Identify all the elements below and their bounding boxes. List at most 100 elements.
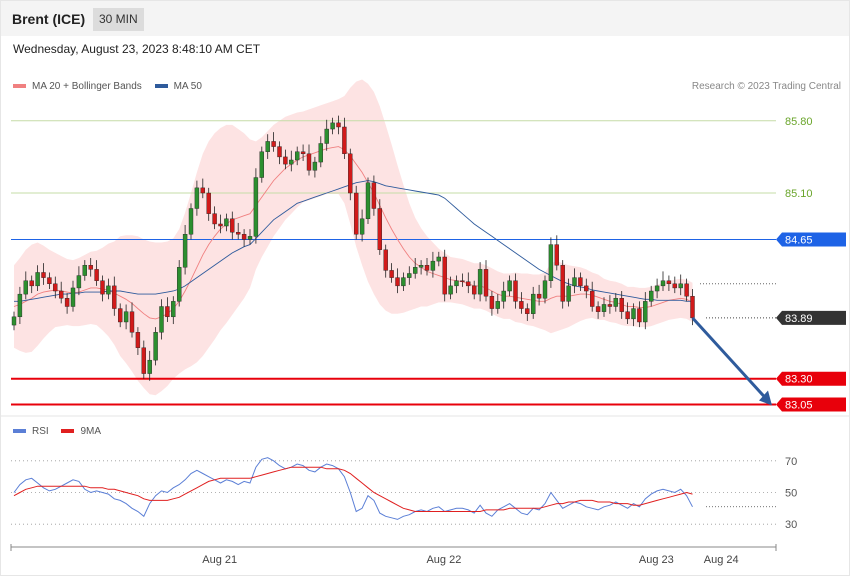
legend-item-9ma: 9MA (61, 426, 101, 437)
candle-body-81 (489, 295, 495, 309)
candle-body-36 (224, 218, 229, 227)
candle-body-74 (448, 285, 453, 295)
candle-body-9 (64, 298, 70, 307)
candle-body-71 (430, 260, 436, 271)
level-badge-3 (776, 310, 846, 325)
candle-body-53 (324, 128, 329, 144)
candle-body-23 (147, 359, 152, 374)
timeframe-badge[interactable]: 30 MIN (93, 8, 144, 31)
candle-body-39 (241, 234, 247, 240)
candle-body-45 (277, 146, 282, 158)
level-label-0: 85.80 (785, 116, 813, 128)
legend-swatch-ma20 (13, 84, 26, 89)
candle-body-47 (289, 159, 294, 165)
candle-body-35 (218, 223, 223, 227)
candle-body-4 (35, 272, 40, 287)
candle-body-82 (495, 301, 500, 309)
candle-body-98 (590, 290, 595, 307)
candle-body-0 (11, 316, 17, 326)
candle-body-43 (265, 141, 270, 152)
candle-body-14 (94, 269, 99, 281)
candle-body-75 (454, 280, 459, 287)
candle-body-24 (153, 332, 158, 361)
level-label-1: 85.10 (785, 188, 813, 200)
candle-body-113 (678, 283, 683, 289)
candle-body-85 (513, 280, 518, 302)
candle-body-115 (690, 295, 695, 319)
candle-body-30 (188, 208, 194, 235)
candle-body-59 (359, 218, 365, 235)
candle-body-112 (672, 283, 677, 289)
candle-body-107 (643, 301, 648, 323)
legend-label-ma20: MA 20 + Bollinger Bands (32, 81, 142, 92)
candle-body-54 (330, 122, 335, 130)
candle-body-55 (336, 122, 341, 128)
candle-body-38 (235, 232, 241, 235)
candle-body-96 (578, 277, 583, 287)
candle-body-31 (194, 187, 200, 209)
candle-body-103 (619, 298, 624, 312)
candle-body-111 (666, 280, 672, 285)
rsi-ref-label-1: 50 (785, 488, 797, 500)
candle-body-90 (542, 280, 548, 299)
candle-body-46 (283, 156, 288, 165)
candle-body-19 (123, 311, 129, 323)
candle-body-72 (436, 256, 441, 262)
candle-body-77 (466, 281, 471, 287)
candle-body-3 (29, 280, 34, 287)
candle-body-66 (401, 277, 406, 287)
x-tick-label-1: Aug 22 (426, 554, 461, 566)
candle-body-101 (607, 304, 613, 307)
candle-body-18 (117, 308, 123, 323)
chart-header: Brent (ICE) 30 MIN (1, 1, 849, 36)
candle-body-12 (82, 265, 88, 276)
candle-body-8 (59, 290, 64, 299)
candle-body-22 (141, 347, 147, 374)
candle-body-28 (176, 267, 182, 302)
candle-body-1 (17, 293, 23, 318)
level-badge-5 (776, 397, 846, 412)
candle-body-16 (106, 285, 111, 295)
candle-body-7 (53, 283, 58, 292)
candle-body-93 (560, 265, 565, 302)
level-label-2: 84.65 (785, 234, 813, 246)
candle-body-58 (354, 192, 359, 235)
candle-body-102 (613, 298, 618, 307)
x-tick-label-2: Aug 23 (639, 554, 674, 566)
candle-body-108 (649, 290, 654, 302)
candle-body-41 (253, 177, 259, 237)
rsi-series-1 (13, 466, 693, 512)
level-badge-2 (776, 232, 846, 247)
candle-body-44 (271, 141, 276, 147)
candle-body-29 (182, 234, 188, 268)
candle-body-65 (395, 277, 400, 287)
candle-body-88 (531, 293, 536, 314)
candle-body-104 (625, 311, 630, 320)
legend-item-ma20-bb: MA 20 + Bollinger Bands (13, 81, 145, 92)
candle-body-91 (548, 244, 554, 281)
candle-body-70 (424, 265, 430, 271)
candle-body-83 (501, 290, 506, 302)
candle-body-2 (23, 280, 28, 295)
legend-item-rsi: RSI (13, 426, 51, 437)
ma20-line (13, 146, 693, 320)
candle-body-11 (76, 275, 82, 289)
candle-body-114 (684, 283, 689, 297)
candle-body-21 (135, 332, 141, 348)
candle-body-33 (206, 192, 211, 214)
candle-body-34 (212, 213, 217, 225)
ma50-line (14, 180, 693, 302)
candle-body-106 (637, 308, 642, 323)
candle-body-49 (300, 151, 306, 155)
candle-body-87 (525, 308, 530, 314)
level-label-5: 83.05 (785, 400, 813, 412)
level-label-3: 83.89 (785, 313, 813, 325)
legend-swatch-9ma (61, 429, 75, 434)
candle-body-37 (230, 218, 235, 233)
x-tick-label-3: Aug 24 (704, 554, 739, 566)
legend-label-ma50: MA 50 (173, 81, 202, 92)
candle-body-80 (483, 269, 489, 297)
candle-body-48 (295, 151, 300, 161)
candle-body-105 (631, 308, 636, 320)
level-badge-4 (776, 371, 846, 386)
